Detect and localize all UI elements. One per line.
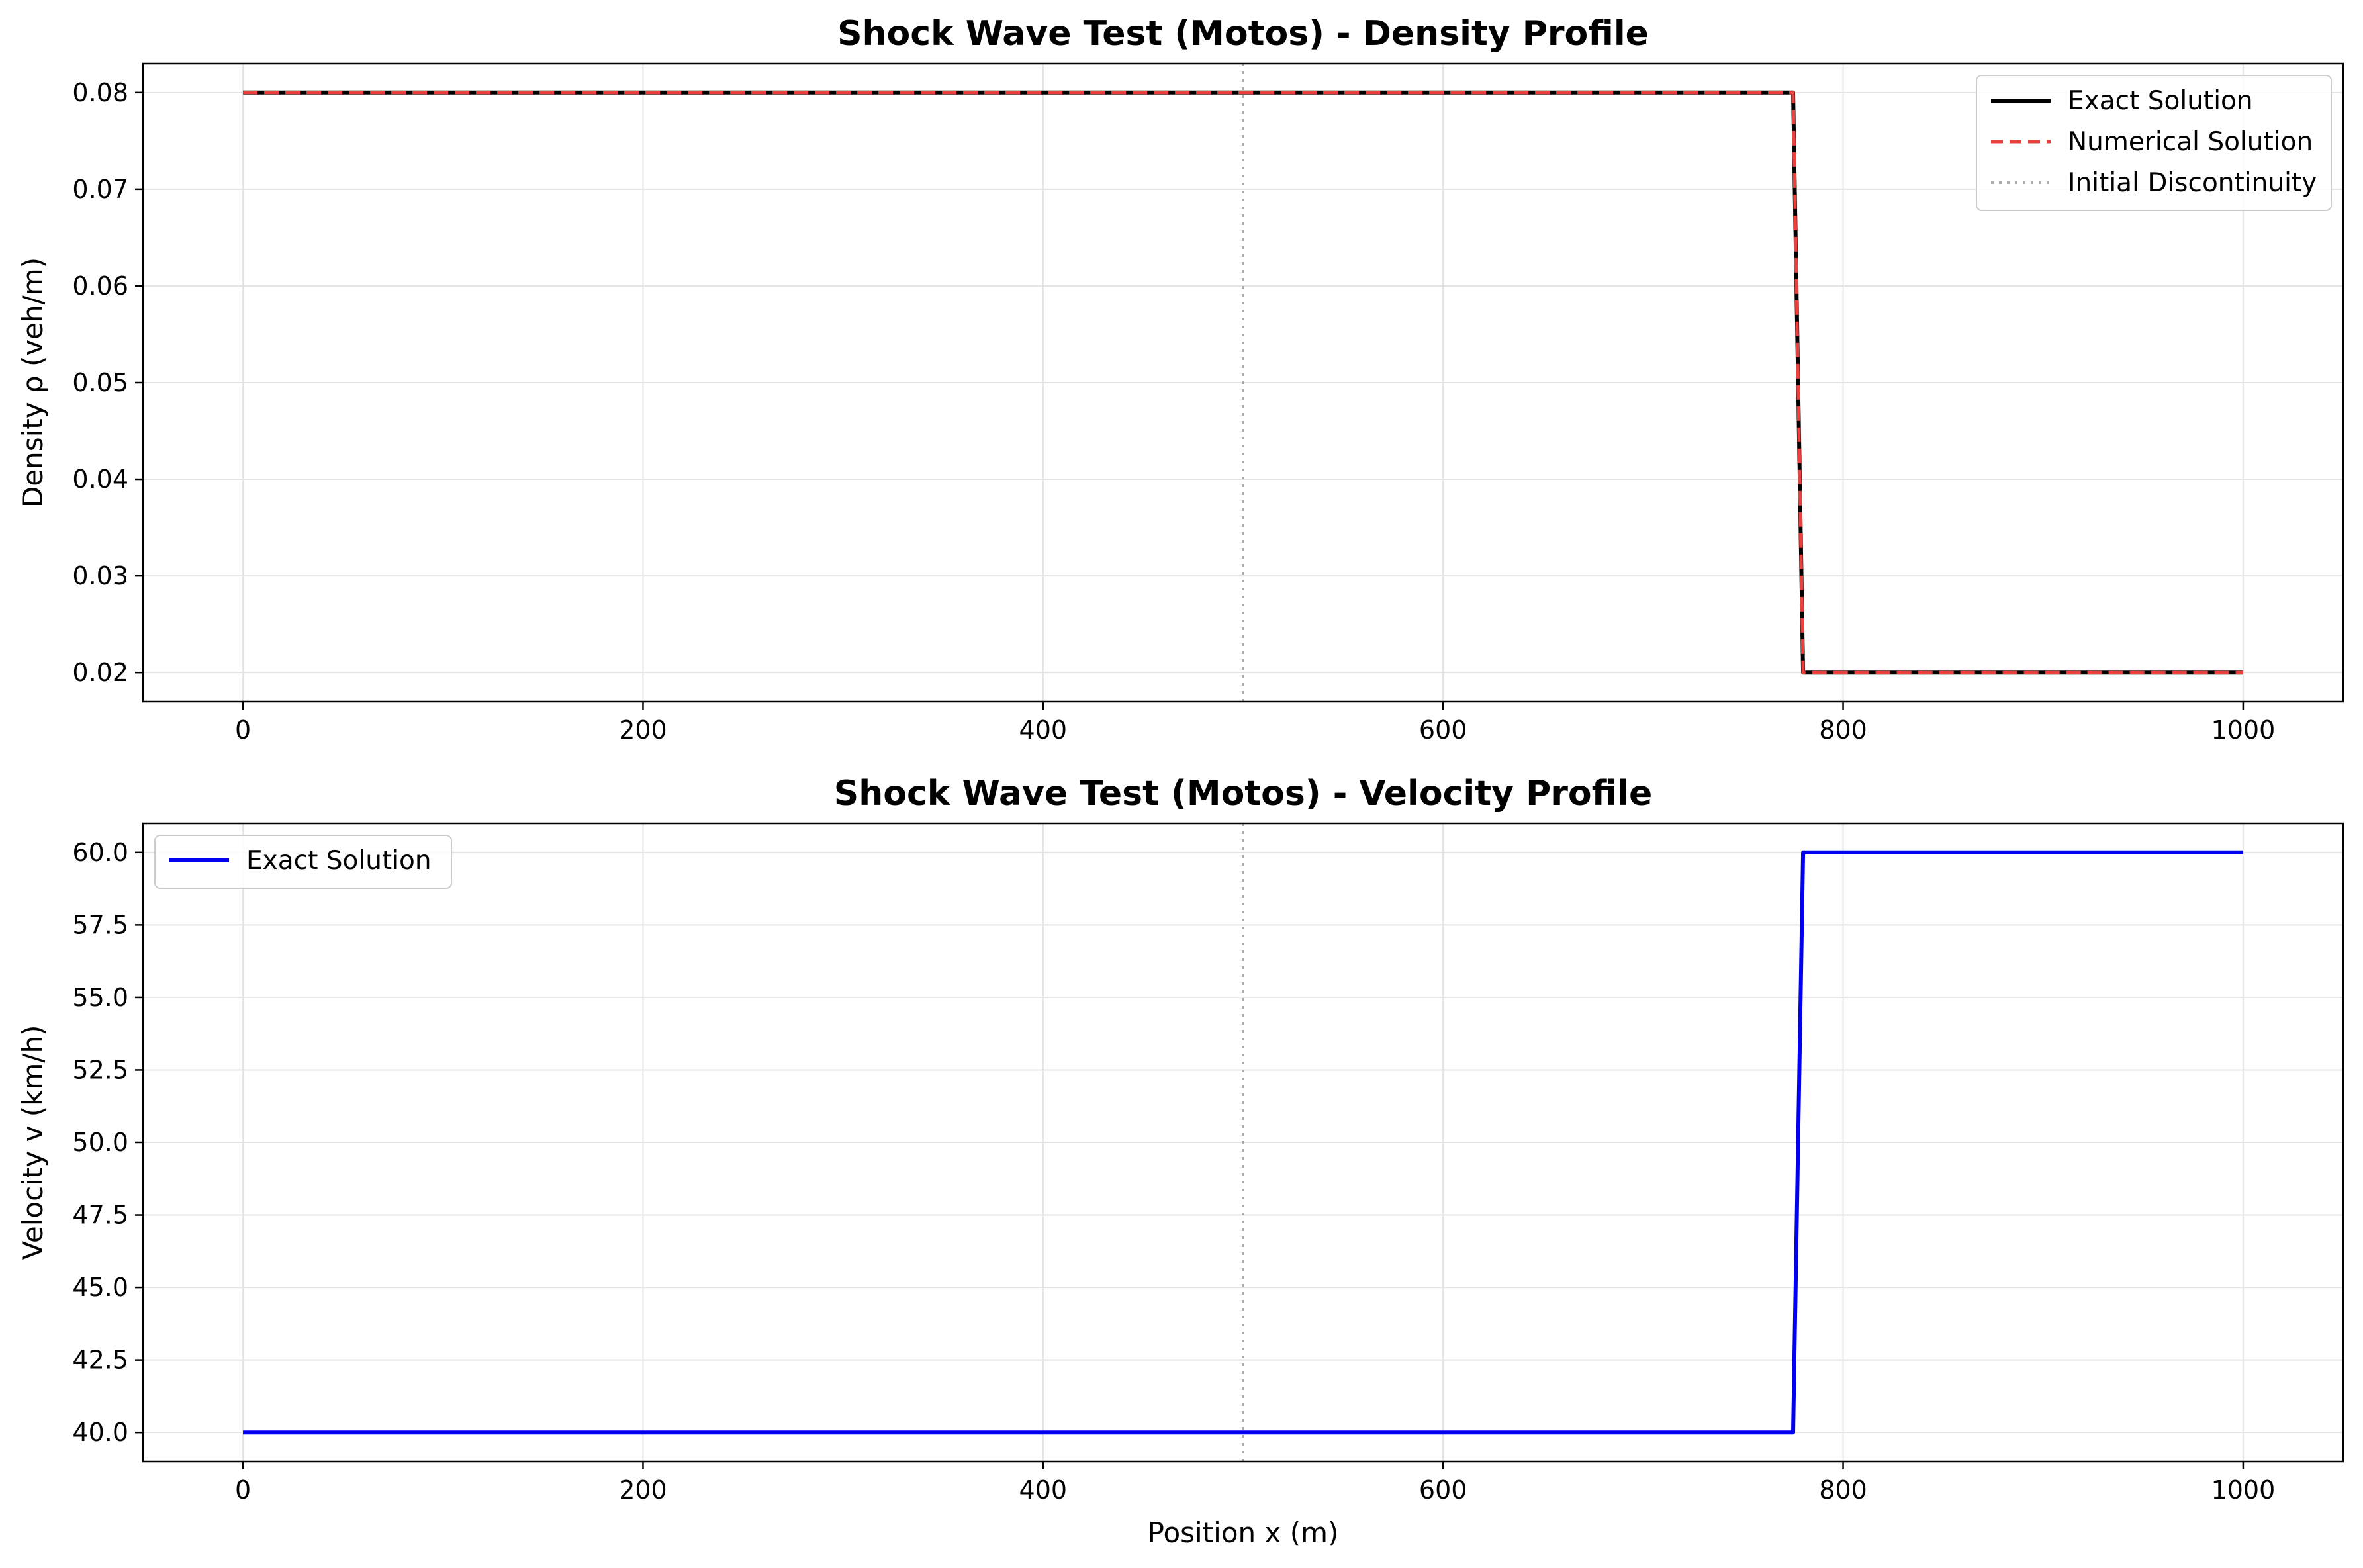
- velocity-y-tick-label: 40.0: [72, 1418, 128, 1447]
- density-x-tick-label: 0: [235, 715, 251, 745]
- velocity-y-tick-label: 55.0: [72, 983, 128, 1012]
- density-y-axis-label: Density ρ (veh/m): [17, 257, 49, 508]
- density-series: [243, 64, 2243, 702]
- velocity-x-tick-label: 0: [235, 1475, 251, 1504]
- density-y-tick-label: 0.05: [72, 368, 128, 397]
- density-y-tick-label: 0.02: [72, 658, 128, 687]
- density-panel: Shock Wave Test (Motos) - Density Profil…: [17, 14, 2344, 745]
- density-y-tick-label: 0.06: [72, 271, 128, 300]
- density-legend-label: Numerical Solution: [2068, 127, 2313, 157]
- velocity-ticks: 0 200 400 600 800 1000 40.0 42.5 45.0 47.5 50.0 52.…: [72, 838, 2275, 1504]
- velocity-y-tick-label: 52.5: [72, 1055, 128, 1084]
- density-legend-box: [1976, 75, 2332, 211]
- density-y-tick-label: 0.04: [72, 465, 128, 494]
- density-chart-title: Shock Wave Test (Motos) - Density Profil…: [837, 14, 1649, 54]
- density-legend: Exact Solution Numerical Solution Initial …: [1976, 75, 2332, 211]
- density-y-tick-label: 0.07: [72, 175, 128, 204]
- velocity-panel: Shock Wave Test (Motos) - Velocity Profi…: [17, 774, 2344, 1549]
- density-x-tick-label: 600: [1419, 715, 1467, 745]
- density-ticks: 0 200 400 600 800 1000 0.02 0.03 0.04 0.05 0.06 0.0…: [72, 78, 2275, 745]
- velocity-series: [243, 823, 2243, 1461]
- density-x-tick-label: 400: [1019, 715, 1068, 745]
- velocity-legend-label: Exact Solution: [246, 846, 432, 876]
- velocity-legend-box: [154, 835, 452, 889]
- velocity-x-tick-label: 600: [1419, 1475, 1467, 1504]
- velocity-y-tick-label: 45.0: [72, 1273, 128, 1302]
- density-y-tick-label: 0.03: [72, 561, 128, 590]
- density-x-tick-label: 200: [619, 715, 667, 745]
- velocity-x-tick-label: 1000: [2211, 1475, 2276, 1504]
- density-x-tick-label: 1000: [2211, 715, 2276, 745]
- velocity-x-tick-label: 200: [619, 1475, 667, 1504]
- density-series-numerical-solution: [243, 91, 2243, 674]
- velocity-x-tick-label: 800: [1819, 1475, 1867, 1504]
- density-x-tick-label: 800: [1819, 715, 1867, 745]
- density-y-tick-label: 0.08: [72, 78, 128, 107]
- density-legend-label: Exact Solution: [2068, 86, 2253, 116]
- velocity-y-tick-label: 47.5: [72, 1201, 128, 1230]
- density-legend-label: Initial Discontinuity: [2068, 168, 2317, 198]
- velocity-series-exact-solution: [243, 850, 2243, 1435]
- velocity-y-axis-label: Velocity v (km/h): [17, 1025, 49, 1260]
- velocity-chart-title: Shock Wave Test (Motos) - Velocity Profi…: [834, 774, 1652, 813]
- velocity-x-axis-label: Position x (m): [1148, 1516, 1339, 1549]
- velocity-x-tick-label: 400: [1019, 1475, 1068, 1504]
- velocity-legend: Exact Solution: [154, 835, 452, 889]
- velocity-y-tick-label: 42.5: [72, 1346, 128, 1375]
- velocity-y-tick-label: 50.0: [72, 1128, 128, 1157]
- velocity-y-tick-label: 60.0: [72, 838, 128, 867]
- velocity-y-tick-label: 57.5: [72, 910, 128, 939]
